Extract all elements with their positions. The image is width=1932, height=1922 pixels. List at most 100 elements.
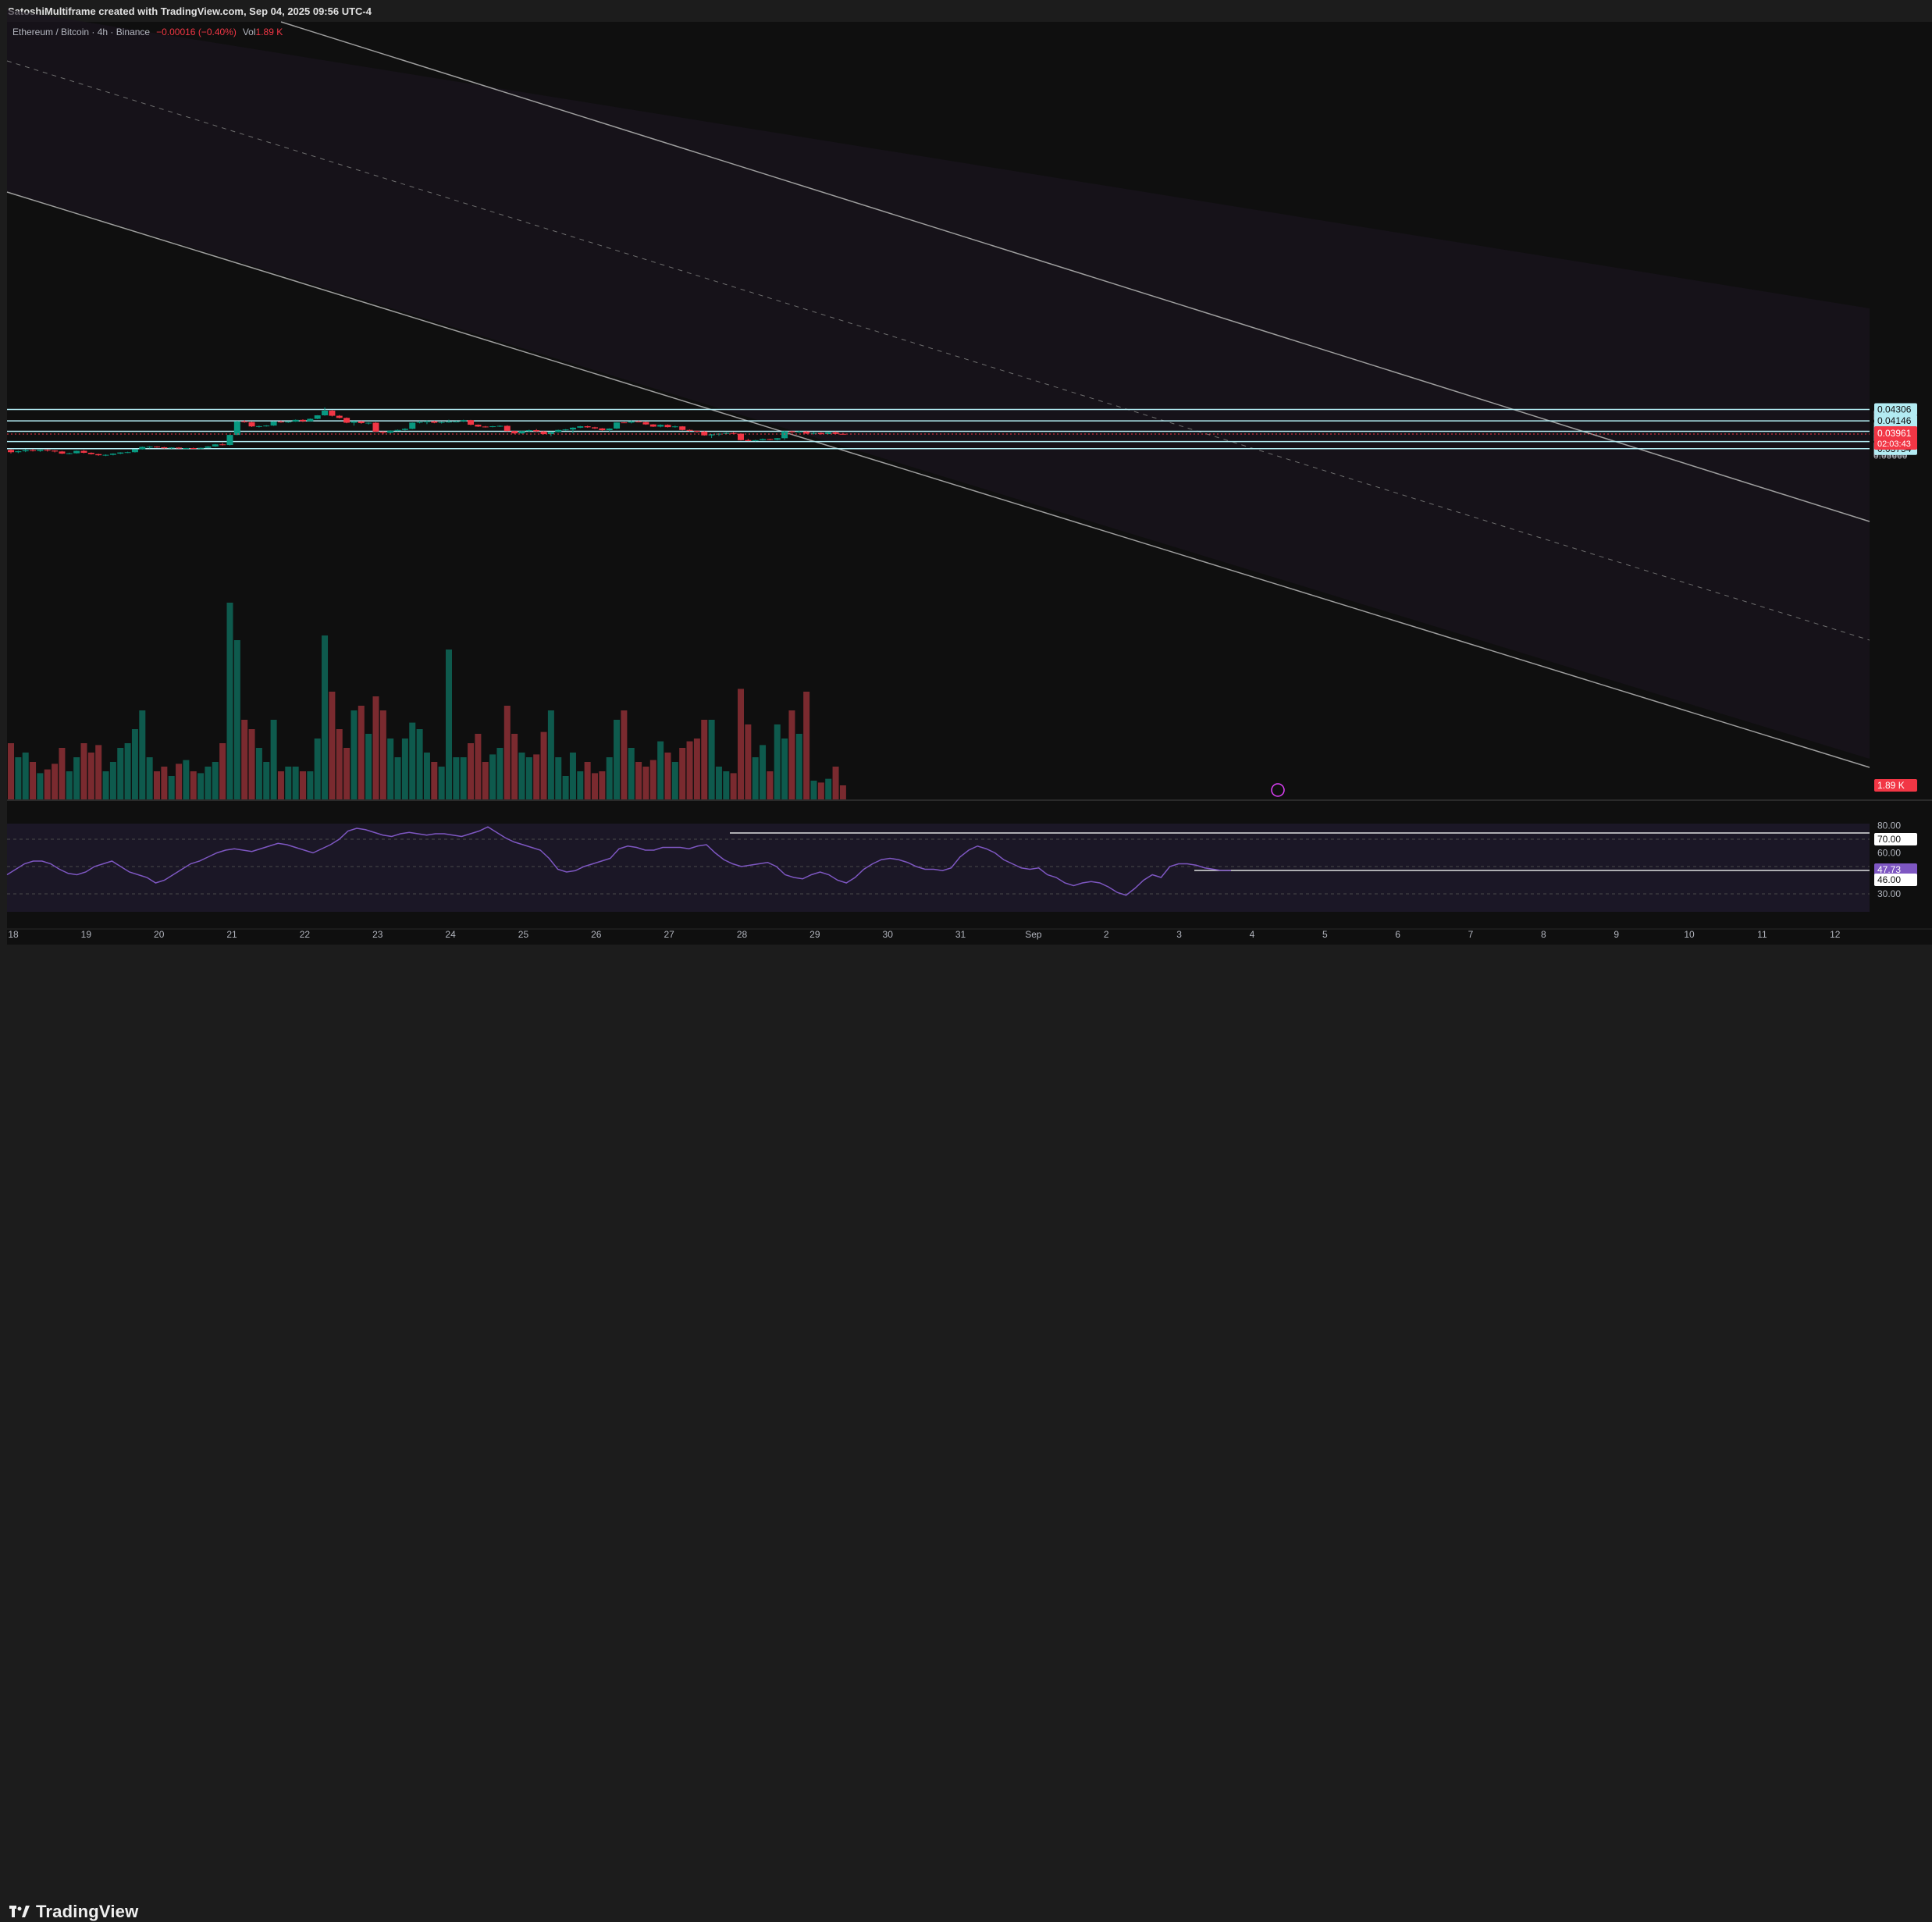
candle-body	[205, 446, 212, 448]
legend-vol-value: 1.89 K	[255, 27, 283, 37]
volume-bar	[22, 753, 29, 799]
candle-body	[832, 432, 839, 434]
volume-bar	[503, 706, 511, 799]
volume-bar	[358, 706, 365, 799]
volume-bar	[37, 773, 44, 799]
time-tick-label: 12	[1830, 929, 1841, 940]
candle-body	[95, 454, 102, 456]
channel-upper-line	[280, 21, 1870, 522]
volume-bar	[679, 748, 686, 799]
time-tick-label: 8	[1541, 929, 1546, 940]
time-tick-label: 22	[300, 929, 311, 940]
rsi-line	[6, 826, 1231, 896]
volume-bar	[760, 745, 767, 799]
candle-body	[87, 452, 94, 454]
rsi-badge-label: 47.73	[1877, 864, 1901, 875]
volume-bar	[614, 720, 621, 799]
candle-body	[8, 450, 14, 453]
tradingview-logo-text: TradingView	[36, 1902, 139, 1921]
volume-bar	[124, 743, 131, 799]
last-price-countdown: 02:03:43	[1877, 440, 1911, 449]
candle-body	[197, 447, 205, 449]
tradingview-logo-icon	[9, 1906, 30, 1917]
volume-bar	[446, 650, 452, 799]
candle-body	[292, 419, 299, 422]
legend-vol-label: Vol	[242, 27, 256, 37]
candle-body	[503, 425, 511, 432]
candle-body	[131, 449, 138, 453]
volume-bar	[73, 757, 80, 799]
candle-body	[460, 420, 467, 422]
candle-body	[161, 447, 168, 449]
rsi-badge	[1874, 863, 1917, 876]
candle-body	[584, 426, 591, 428]
candle-body	[817, 432, 824, 435]
tradingview-logo[interactable]: TradingView	[9, 1902, 138, 1922]
candle-body	[621, 422, 628, 424]
time-tick-label: 31	[955, 929, 966, 940]
volume-bar	[416, 729, 423, 799]
candle-body	[80, 450, 87, 453]
candle-body	[693, 430, 700, 432]
chart-canvas[interactable]: 0.042600.042200.041800.041000.040600.040…	[0, 0, 1932, 991]
volume-bar	[752, 757, 759, 799]
volume-bar	[738, 689, 744, 799]
candle-body	[810, 432, 817, 434]
volume-bar	[810, 781, 817, 799]
candle-body	[270, 422, 277, 426]
volume-bar	[387, 739, 394, 799]
candle-body	[30, 450, 37, 451]
time-tick-label: 28	[737, 929, 748, 940]
volume-bar	[66, 771, 73, 799]
candle-body	[300, 419, 306, 422]
volume-bar	[270, 720, 277, 799]
rsi-badge	[1874, 874, 1917, 886]
volume-bar	[109, 762, 116, 799]
time-tick-label: 7	[1468, 929, 1474, 940]
volume-bar	[657, 741, 664, 799]
volume-bar	[161, 767, 168, 799]
volume-bar	[300, 771, 306, 799]
volume-bar	[584, 762, 591, 799]
candle-body	[117, 452, 124, 454]
volume-bar	[635, 762, 642, 799]
rsi-badge	[1874, 833, 1917, 845]
candle-body	[781, 431, 788, 439]
volume-bar	[197, 773, 205, 799]
volume-bar	[788, 710, 795, 799]
candle-body	[139, 447, 146, 450]
level-badge	[1874, 403, 1917, 416]
candle-body	[569, 427, 576, 430]
volume-bar	[475, 734, 482, 799]
volume-bar	[80, 743, 87, 799]
volume-bar	[489, 754, 496, 799]
candle-body	[496, 425, 503, 427]
volume-bar	[219, 743, 226, 799]
volume-bar	[409, 722, 416, 799]
candle-body	[555, 429, 562, 432]
volume-bar	[226, 603, 233, 799]
volume-bar	[131, 729, 138, 799]
volume-bar	[453, 757, 460, 799]
candle-body	[511, 431, 518, 434]
volume-bar	[511, 734, 518, 799]
volume-bar	[715, 767, 722, 799]
volume-bar	[708, 720, 715, 799]
time-tick-label: 26	[591, 929, 602, 940]
volume-bar	[343, 748, 350, 799]
rsi-tick-label: 30.00	[1877, 888, 1901, 899]
candle-body	[409, 422, 416, 429]
volume-bar	[285, 767, 292, 799]
volume-bar	[401, 739, 408, 799]
candle-body	[314, 415, 321, 419]
volume-bar	[730, 773, 737, 799]
volume-bar	[555, 757, 562, 799]
volume-bar	[767, 771, 774, 799]
volume-bar	[606, 757, 613, 799]
volume-bar	[482, 762, 489, 799]
chart-legend: Ethereum / Bitcoin · 4h · Binance −0.000…	[12, 27, 283, 37]
candle-body	[350, 421, 358, 423]
rsi-band	[7, 824, 1870, 912]
level-badge	[1874, 415, 1917, 428]
volume-bar	[525, 757, 532, 799]
